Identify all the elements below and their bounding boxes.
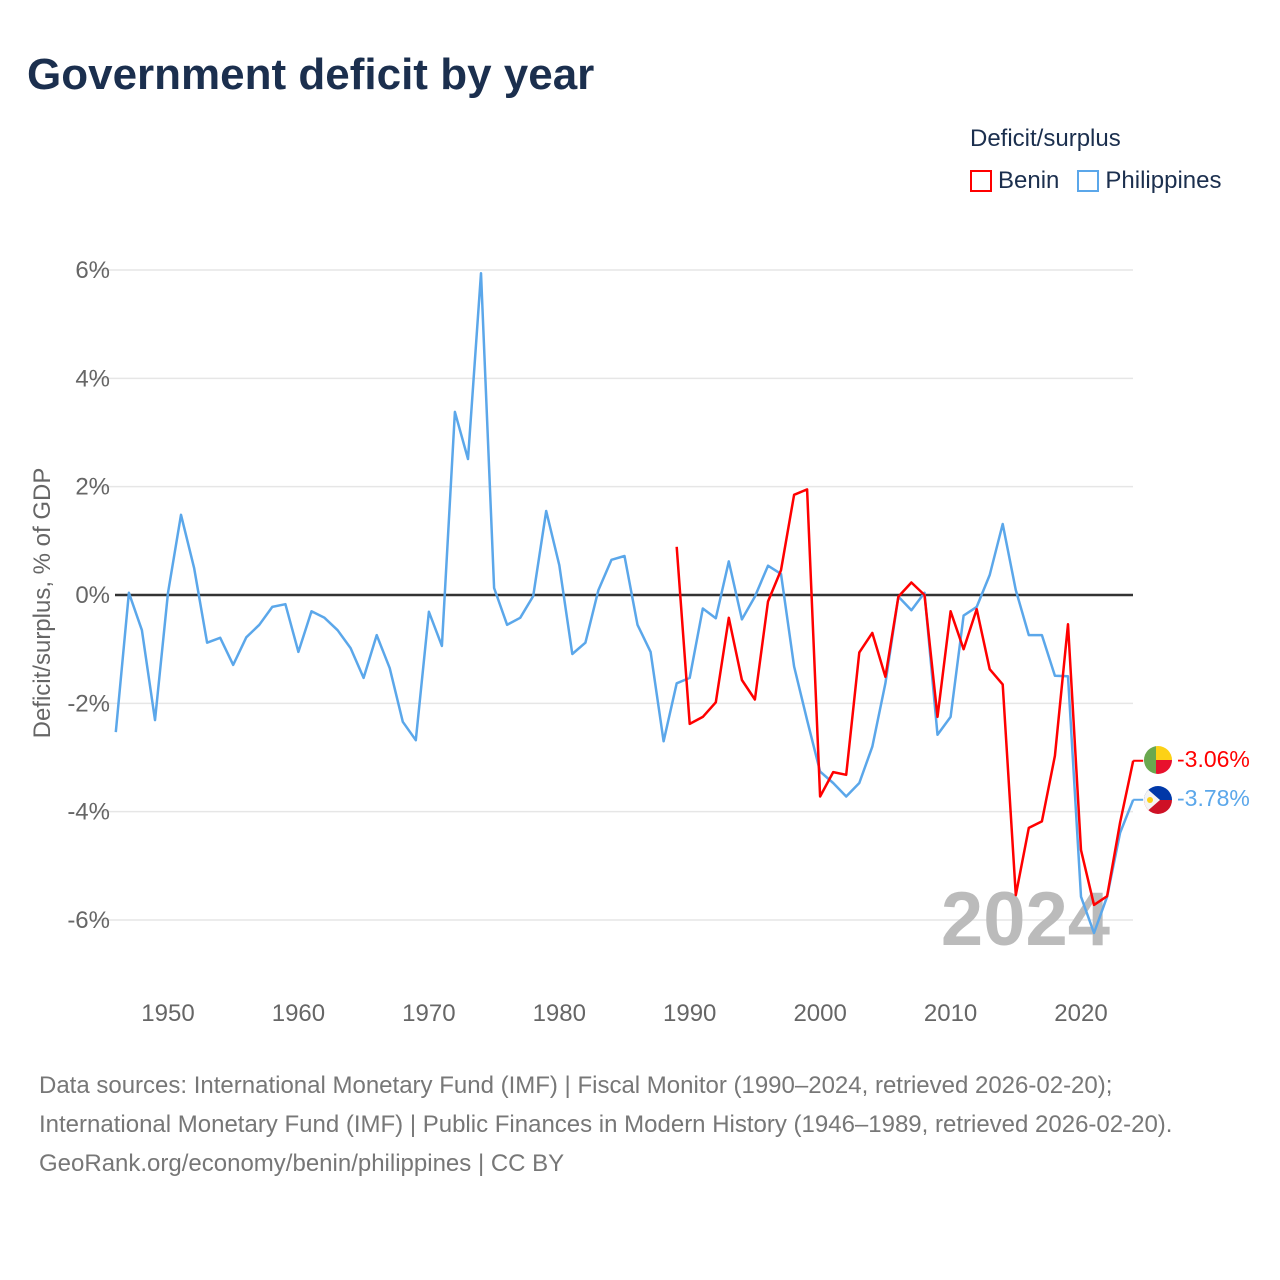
- end-label-philippines: -3.78%: [1177, 785, 1250, 811]
- x-tick-label: 2010: [924, 1000, 977, 1027]
- legend-swatch-benin: [970, 170, 992, 192]
- legend-label-philippines: Philippines: [1105, 167, 1222, 194]
- end-label-benin: -3.06%: [1177, 746, 1250, 772]
- x-tick-label: 2020: [1054, 1000, 1107, 1027]
- legend: Benin Philippines: [970, 167, 1221, 195]
- series-line-benin[interactable]: [675, 488, 1135, 907]
- x-tick-label: 1990: [663, 1000, 716, 1027]
- y-tick-label: 0%: [75, 582, 110, 609]
- plot-area: -6% -4% -2% 0% 2% 4% 6% 1950 1960 1970 1980 1990 200…: [29, 257, 1250, 1027]
- flag-benin-icon: [1144, 746, 1172, 774]
- x-tick-label: 1950: [141, 1000, 194, 1027]
- chart-title: Government deficit by year: [27, 50, 595, 99]
- y-tick-label: -2%: [67, 690, 110, 717]
- x-tick-label: 1960: [272, 1000, 325, 1027]
- y-tick-label: 2%: [75, 474, 110, 501]
- y-tick-label: -6%: [67, 907, 110, 934]
- legend-item-benin[interactable]: Benin: [970, 167, 1059, 195]
- legend-item-philippines[interactable]: Philippines: [1077, 167, 1221, 195]
- legend-swatch-philippines: [1077, 170, 1100, 192]
- sources: Data sources: International Monetary Fun…: [39, 1066, 1239, 1183]
- y-tick-label: 4%: [75, 365, 110, 392]
- legend-label-benin: Benin: [998, 167, 1060, 194]
- x-tick-label: 1970: [402, 1000, 455, 1027]
- series-line-philippines[interactable]: [114, 271, 1135, 935]
- x-tick-label: 1980: [533, 1000, 586, 1027]
- flag-philippines-icon: [1144, 786, 1172, 814]
- year-watermark: 2024: [941, 877, 1110, 962]
- data-sources-text: Data sources: International Monetary Fun…: [39, 1072, 1173, 1138]
- attribution-link[interactable]: GeoRank.org/economy/benin/philippines | …: [39, 1150, 565, 1177]
- y-tick-label: -4%: [67, 799, 110, 826]
- x-tick-label: 2000: [793, 1000, 846, 1027]
- y-axis-label: Deficit/surplus, % of GDP: [29, 468, 56, 739]
- y-tick-label: 6%: [75, 257, 110, 284]
- legend-title: Deficit/surplus: [970, 125, 1121, 152]
